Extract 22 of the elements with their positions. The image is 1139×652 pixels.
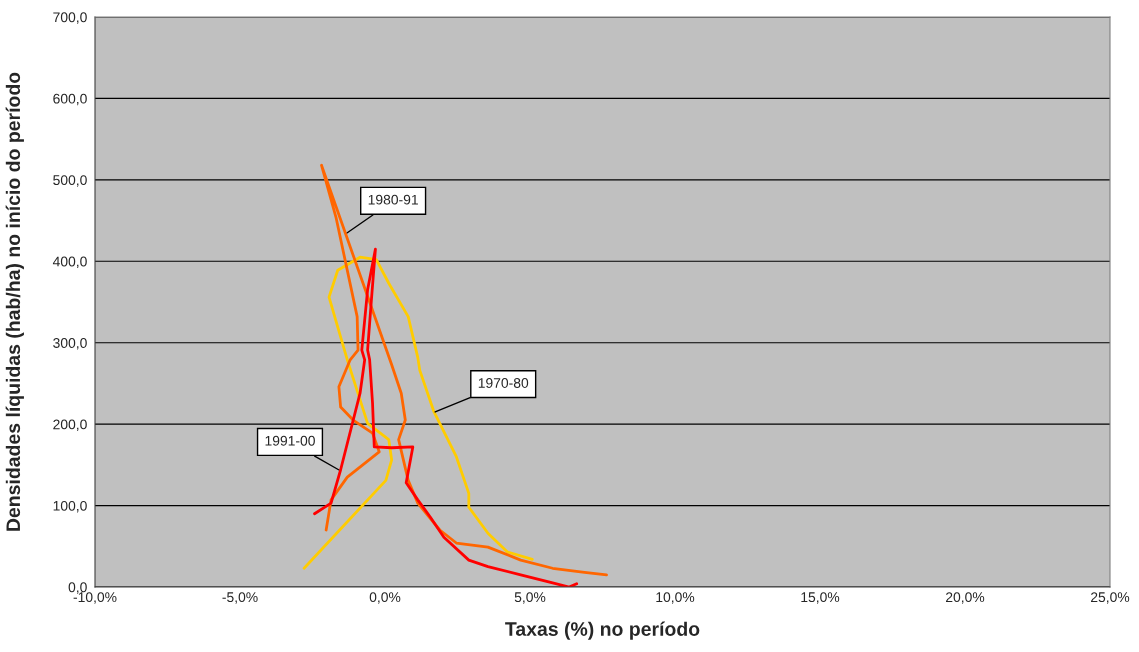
annotation: 1970-80 — [478, 378, 529, 388]
annotation: 1980-91 — [368, 194, 418, 205]
y-tick-label: 200,0 — [53, 419, 87, 431]
x-tick-label: 25,0% — [1091, 592, 1130, 604]
annotation: 1991-00 — [265, 435, 315, 446]
y-tick-label: 400,0 — [52, 256, 87, 269]
x-tick-label: 0,0% — [369, 592, 401, 604]
y-tick-label: 100,0 — [53, 500, 87, 513]
y-tick-label: 0,0 — [68, 582, 87, 594]
y-tick-label: 500,0 — [53, 175, 87, 187]
x-tick-label: 20,0% — [946, 592, 985, 604]
x-tick-label: -10,0% — [73, 592, 117, 604]
y-axis-title: Densidades líquidas (hab/ha) no início do período — [5, 72, 24, 531]
x-tick-label: 5,0% — [514, 592, 546, 604]
x-tick-label: 15,0% — [801, 592, 840, 604]
line-series — [313, 247, 579, 587]
y-tick-label: 300,0 — [53, 338, 87, 350]
y-tick-label: 600,0 — [53, 93, 87, 106]
x-axis-title: Taxas (%) no período — [505, 621, 700, 640]
x-tick-label: 10,0% — [656, 592, 695, 604]
y-tick-label: 700,0 — [53, 12, 87, 24]
x-tick-label: -5,0% — [222, 592, 258, 604]
